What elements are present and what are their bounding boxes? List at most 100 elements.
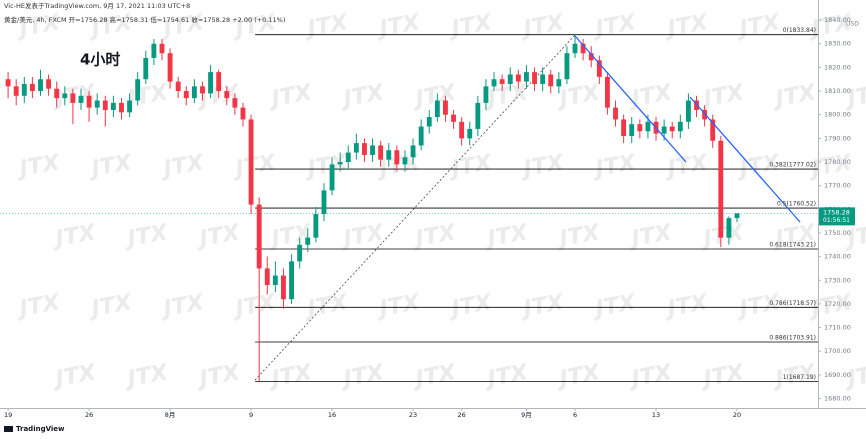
candle-body xyxy=(613,107,618,120)
candle-body xyxy=(200,86,205,94)
candle-body xyxy=(426,117,432,127)
chart-title: 4小时 xyxy=(80,51,120,69)
x-tick-label: 20 xyxy=(733,411,741,419)
candle-body xyxy=(337,162,343,165)
candle-body xyxy=(54,88,60,99)
candle-body xyxy=(62,93,68,99)
candle-body xyxy=(329,164,335,191)
header: Vic-HE发表于TradingView.com, 9月 17, 2021 11… xyxy=(4,1,190,10)
x-tick-label: 26 xyxy=(458,411,466,419)
fib-label: 0.886(1703.91) xyxy=(769,334,816,341)
candle-body xyxy=(580,43,586,54)
candle-body xyxy=(386,150,392,160)
candle-body xyxy=(248,119,254,205)
y-tick-label: 1740.00 xyxy=(824,253,851,261)
x-tick-label: 9月 xyxy=(521,411,532,419)
x-tick-label: 13 xyxy=(652,411,660,419)
candle-body xyxy=(434,100,440,118)
candle-body xyxy=(362,143,367,155)
candle-body xyxy=(264,268,270,286)
candle-body xyxy=(572,43,578,54)
candle-body xyxy=(629,124,635,136)
candle-body xyxy=(289,261,294,300)
tv-logo: TradingView xyxy=(4,425,65,433)
candle-body xyxy=(21,83,27,96)
y-tick-label: 1730.00 xyxy=(824,276,851,284)
candle-body xyxy=(410,145,416,158)
candle-body xyxy=(86,95,92,108)
y-tick-label: 1710.00 xyxy=(824,324,851,332)
footer: TradingView xyxy=(16,425,65,433)
fib-label: 0.618(1743.21) xyxy=(769,242,816,249)
candle-body xyxy=(718,140,724,238)
x-tick-label: 16 xyxy=(328,411,336,419)
candle-body xyxy=(669,126,675,132)
candle-body xyxy=(710,119,716,141)
countdown: 01:56:51 xyxy=(823,217,850,224)
candle-body xyxy=(515,74,521,82)
candle-body xyxy=(224,91,230,99)
candle-body xyxy=(256,204,262,269)
candle-body xyxy=(313,214,319,238)
candle-body xyxy=(102,100,108,110)
candle-body xyxy=(5,79,11,87)
candle-body xyxy=(281,275,286,300)
candle-body xyxy=(467,128,473,139)
fib-label: 0.382(1777.02) xyxy=(769,162,816,169)
y-tick-label: 1700.00 xyxy=(824,347,851,355)
candle-body xyxy=(272,275,278,286)
candle-body xyxy=(78,95,84,103)
fib-label: 0.5(1760.52) xyxy=(777,201,816,208)
candle-body xyxy=(604,76,610,108)
y-tick-label: 1840.00 xyxy=(824,16,851,24)
candle-body xyxy=(127,100,133,113)
trend-line xyxy=(689,96,801,223)
candle-body xyxy=(232,98,238,108)
candle-body xyxy=(370,145,375,155)
x-tick-label: 8月 xyxy=(165,411,176,419)
fib-label: 0(1833.84) xyxy=(783,27,816,34)
candle-body xyxy=(645,121,651,132)
y-tick-label: 1810.00 xyxy=(824,87,851,95)
candle-body xyxy=(46,79,52,89)
logo-icon xyxy=(4,426,13,432)
candle-body xyxy=(305,237,311,245)
candle-body xyxy=(451,114,456,122)
x-tick-label: 19 xyxy=(4,411,12,419)
candle-body xyxy=(13,86,19,96)
candle-body xyxy=(734,213,740,219)
y-tick-label: 1820.00 xyxy=(824,63,851,71)
fib-label: 0.786(1718.57) xyxy=(769,300,816,307)
candle-body xyxy=(459,121,465,139)
candle-body xyxy=(159,43,165,54)
candle-body xyxy=(475,102,481,129)
symbol-info: 黄金/美元, 4h, FXCM 开=1756.28 高=1758.31 低=17… xyxy=(4,15,285,24)
candle-body xyxy=(110,102,116,110)
candle-body xyxy=(507,74,513,84)
candle-body xyxy=(548,74,554,87)
candle-body xyxy=(483,86,489,103)
candle-body xyxy=(540,74,546,84)
trend-line xyxy=(574,35,687,163)
last-price-label: 1758.28 xyxy=(823,208,850,216)
candle-body xyxy=(378,145,384,160)
candle-body xyxy=(394,150,400,165)
candle-body xyxy=(353,143,359,153)
y-tick-label: 1750.00 xyxy=(824,229,851,237)
candle-body xyxy=(297,244,303,262)
candle-body xyxy=(418,126,424,146)
candles xyxy=(5,34,740,382)
x-tick-label: 9 xyxy=(249,411,253,419)
x-tick-label: 26 xyxy=(85,411,93,419)
x-tick-label: 6 xyxy=(573,411,577,419)
y-tick-label: 1720.00 xyxy=(824,300,851,308)
candle-body xyxy=(588,53,594,61)
x-tick-label: 23 xyxy=(409,411,417,419)
candle-body xyxy=(38,79,43,92)
candle-body xyxy=(29,83,35,92)
candle-body xyxy=(402,157,408,165)
candle-body xyxy=(151,43,157,58)
currency: USD xyxy=(846,21,859,28)
candle-body xyxy=(216,72,222,92)
y-tick-label: 1680.00 xyxy=(824,395,851,403)
